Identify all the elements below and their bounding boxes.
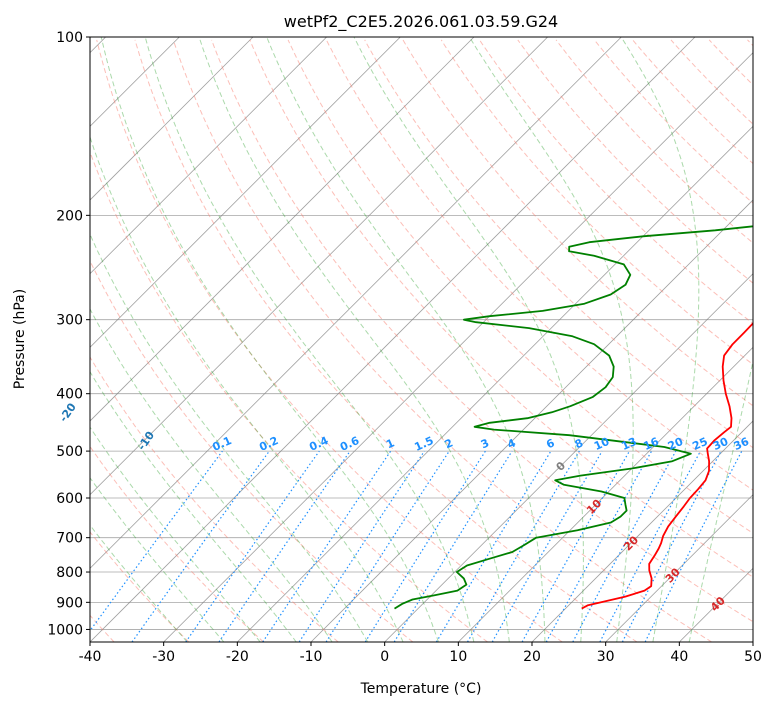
plot-background [90, 37, 753, 642]
y-axis-ticks: 100 200 300 400 500 600 700 800 900 1000 [47, 30, 90, 638]
dry-adiabat-line [96, 39, 563, 642]
mixing-ratio-line [262, 450, 392, 642]
moist-adiabat-line [90, 426, 261, 642]
isotherm-line [90, 37, 548, 496]
isotherm-line [90, 37, 254, 201]
y-tick-label: 300 [56, 313, 83, 329]
dry-adiabat-line [517, 39, 753, 284]
x-tick-label: 50 [744, 649, 762, 665]
mixing-ratio-line [545, 450, 653, 642]
dry-adiabat-line [440, 39, 753, 366]
mixing-ratio-label: 30 [711, 435, 731, 453]
y-axis-label: Pressure (hPa) [12, 289, 28, 389]
y-tick-label: 1000 [47, 622, 83, 638]
series-layer [394, 225, 753, 610]
moist-adiabat-line [144, 37, 475, 642]
mixing-ratio-line [521, 450, 631, 642]
moist-adiabat-line [90, 135, 404, 642]
temperature-profile-line [581, 321, 753, 610]
mixing-ratio-line [644, 450, 743, 642]
isotherm-line [384, 273, 753, 642]
dry-adiabat-line [325, 39, 753, 491]
dry-adiabat-line [211, 39, 753, 623]
plot-frame [89, 36, 754, 643]
dry-adiabat-line [172, 39, 712, 642]
x-tick-label: 10 [449, 649, 467, 665]
mixing-ratio-line [572, 450, 677, 642]
x-tick-label: -10 [300, 649, 323, 665]
dry-adiabat-line [364, 39, 753, 449]
mixing-ratio-line [131, 450, 270, 642]
moist-adiabat-line [620, 37, 700, 642]
mixing-ratio-label: 13 [619, 435, 638, 453]
mixing-ratio-label: 16 [642, 435, 662, 453]
moist-adiabat-line [688, 358, 753, 642]
dry-adiabat-line [402, 39, 753, 407]
dry-adiabat-line [90, 356, 339, 642]
isotherm-line [458, 346, 753, 642]
isotherm-line [163, 52, 753, 642]
y-tick-label: 100 [56, 30, 83, 46]
x-tick-label: 40 [670, 649, 688, 665]
dry-adiabat-line [632, 39, 753, 165]
chart-title: wetPf2_C2E5.2026.061.03.59.G24 [284, 12, 558, 32]
dry-adiabat-line [555, 39, 753, 244]
x-tick-label: -20 [226, 649, 249, 665]
isotherm-line [90, 37, 622, 569]
x-axis-ticks: -40 -30 -20 -10 0 10 20 30 40 50 [79, 642, 762, 665]
x-tick-label: -40 [79, 649, 102, 665]
mixing-ratio-label: 10 [592, 435, 612, 453]
dry-adiabat-line [287, 39, 753, 534]
dewpoint-profile-line [394, 225, 753, 610]
y-tick-label: 700 [56, 531, 83, 547]
moist-adiabat-line [198, 37, 510, 642]
mixing-ratio-line [325, 450, 450, 642]
dry-adiabat-line [249, 39, 753, 578]
moist-adiabat-line [90, 308, 333, 642]
y-tick-label: 500 [56, 444, 83, 460]
x-axis-label: Temperature (°C) [360, 681, 482, 697]
y-tick-label: 600 [56, 491, 83, 507]
isotherm-line [90, 37, 327, 275]
moist-adiabat-line [90, 232, 369, 642]
y-tick-label: 200 [56, 208, 83, 224]
dry-adiabat-line [134, 39, 638, 642]
moist-adiabat-line [266, 37, 546, 642]
isotherm-line [237, 125, 753, 642]
y-tick-label: 800 [56, 565, 83, 581]
y-tick-label: 400 [56, 387, 83, 403]
mixing-ratio-line [298, 450, 425, 642]
moist-adiabat-line [90, 476, 225, 642]
mixing-ratio-line [185, 450, 320, 642]
isotherm-line [605, 494, 753, 642]
mixing-ratio-line [218, 450, 351, 642]
mixing-ratio-label: 25 [690, 435, 709, 453]
x-tick-label: 0 [380, 649, 389, 665]
moist-adiabat-line [100, 37, 439, 642]
isotherm-line [90, 37, 401, 348]
dry-adiabat-line [90, 259, 414, 642]
isotherm-line [531, 420, 753, 642]
mixing-ratio-label: 36 [732, 435, 752, 453]
background-lines [90, 37, 753, 642]
isotherm-line [90, 37, 475, 422]
y-tick-label: 900 [56, 595, 83, 611]
x-tick-label: -30 [152, 649, 175, 665]
x-tick-label: 30 [597, 649, 615, 665]
dry-adiabat-line [90, 150, 488, 642]
x-tick-label: 20 [523, 649, 541, 665]
mixing-ratio-line [393, 450, 513, 642]
isotherm-line [90, 37, 696, 642]
mixing-ratio-line [90, 450, 223, 632]
mixing-ratio-label: 20 [666, 435, 686, 453]
